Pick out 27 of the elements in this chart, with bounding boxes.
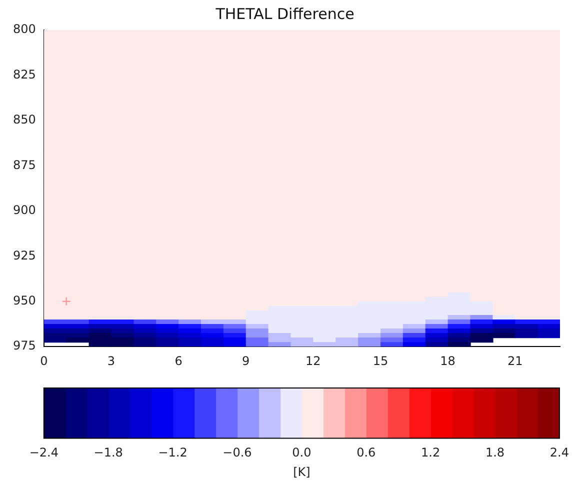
x-tick-label: 12	[306, 354, 321, 368]
x-tick-label: 15	[372, 354, 388, 368]
color-bar-label: 0.0	[292, 446, 312, 460]
x-tick-label: 21	[507, 354, 523, 368]
y-tick-label: 975	[13, 338, 36, 353]
color-bar-label: −1.2	[158, 446, 188, 460]
color-bar-title: [K]	[293, 464, 310, 479]
color-bar-label: 0.6	[356, 446, 376, 460]
x-tick-label: 18	[440, 354, 456, 368]
x-tick-label: 9	[242, 354, 250, 368]
y-tick-label: 925	[13, 248, 36, 262]
y-tick-label: 825	[13, 67, 36, 82]
color-bar-label: −0.6	[222, 446, 252, 460]
color-bar-label: 2.4	[550, 446, 570, 460]
chart-title: THETAL Difference	[214, 4, 354, 23]
y-tick-label: 850	[13, 112, 36, 127]
x-tick-label: 0	[40, 354, 48, 368]
color-bar-label: −2.4	[29, 446, 58, 460]
y-tick-label: 875	[13, 158, 36, 172]
color-bar-label: 1.2	[421, 446, 440, 460]
y-tick-label: 900	[13, 203, 36, 218]
y-tick-label: 950	[13, 293, 36, 308]
x-tick-label: 6	[174, 354, 182, 368]
color-bar-label: 1.8	[485, 446, 505, 460]
y-tick-label: 800	[13, 22, 36, 36]
x-tick-label: 3	[107, 354, 116, 368]
color-bar-label: −1.8	[94, 446, 123, 460]
